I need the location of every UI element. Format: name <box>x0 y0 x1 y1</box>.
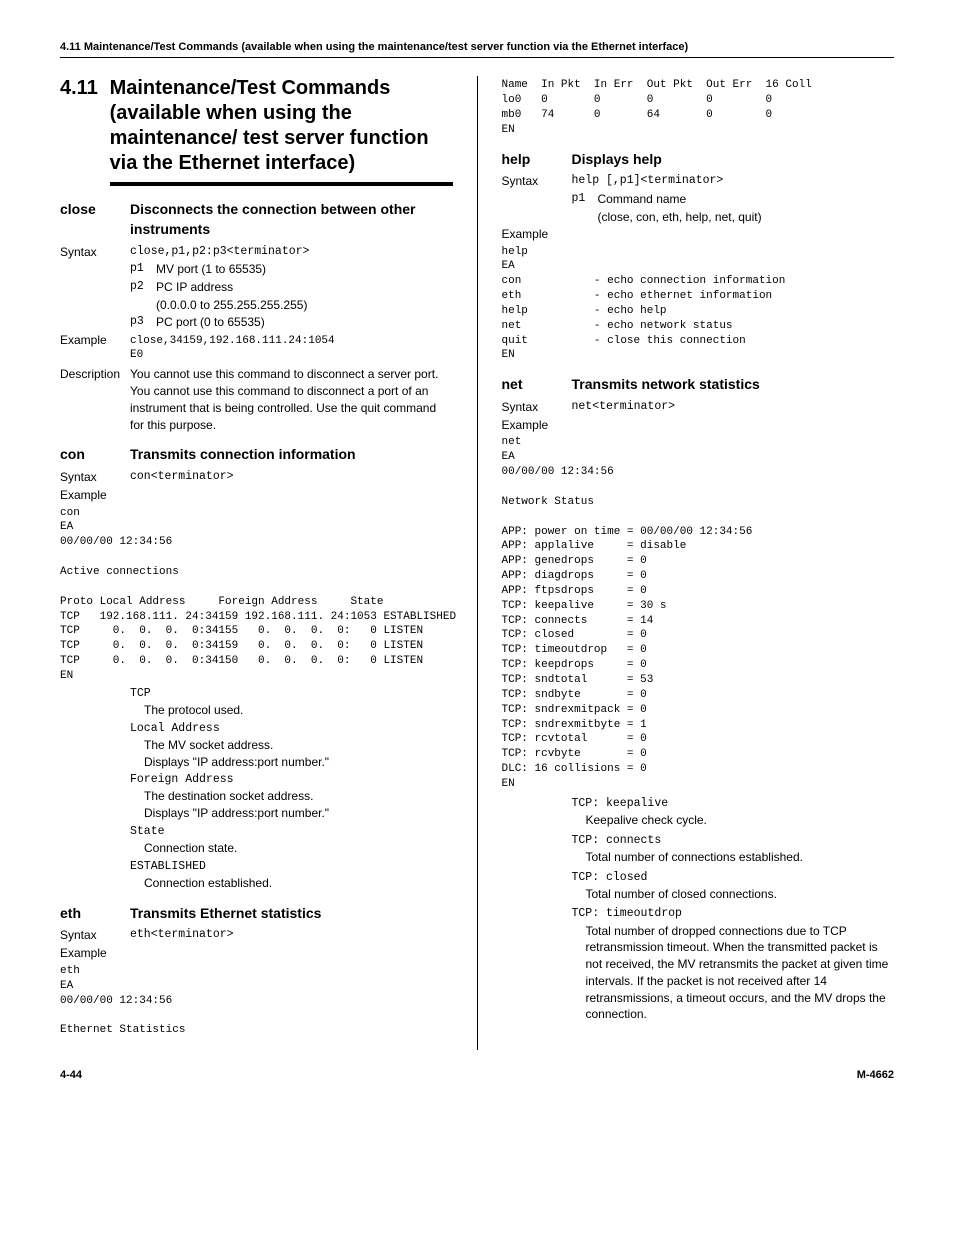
param-code: p1 <box>130 261 156 278</box>
left-column: 4.11 Maintenance/Test Commands (availabl… <box>60 76 453 1050</box>
example-text: con EA 00/00/00 12:34:56 Active connecti… <box>60 506 453 684</box>
example-text: net EA 00/00/00 12:34:56 Network Status … <box>502 435 895 791</box>
syntax-label: Syntax <box>60 927 130 944</box>
example-label: Example <box>502 417 572 434</box>
param-code: p2 <box>130 279 156 296</box>
param-sub: (close, con, eth, help, net, quit) <box>598 209 895 226</box>
cmd-name-eth: eth <box>60 904 130 924</box>
cmd-con: con Transmits connection information Syn… <box>60 445 453 891</box>
syntax-label: Syntax <box>60 244 130 261</box>
cmd-title-con: Transmits connection information <box>130 445 356 465</box>
term-def: Total number of connections established. <box>586 849 895 866</box>
example-label: Example <box>502 226 572 243</box>
section-title: 4.11 Maintenance/Test Commands (availabl… <box>60 76 453 176</box>
param-desc: MV port (1 to 65535) <box>156 261 453 278</box>
param-code: p1 <box>572 191 598 208</box>
running-header: 4.11 Maintenance/Test Commands (availabl… <box>60 40 894 58</box>
term: Local Address <box>130 721 453 737</box>
param-desc: PC port (0 to 65535) <box>156 314 453 331</box>
column-divider <box>477 76 478 1050</box>
page-number: 4-44 <box>60 1068 82 1083</box>
term: TCP: keepalive <box>572 796 895 812</box>
cmd-close: close Disconnects the connection between… <box>60 200 453 433</box>
right-column: Name In Pkt In Err Out Pkt Out Err 16 Co… <box>502 76 895 1050</box>
term-def: Connection state. <box>144 840 453 857</box>
param-desc: Command name <box>598 191 895 208</box>
cmd-name-close: close <box>60 200 130 220</box>
syntax-text: help [,p1]<terminator> <box>572 173 895 190</box>
syntax-text: net<terminator> <box>572 399 895 416</box>
cmd-title-help: Displays help <box>572 150 662 170</box>
syntax-label: Syntax <box>502 173 572 190</box>
syntax-label: Syntax <box>502 399 572 416</box>
cmd-net: net Transmits network statistics Syntax … <box>502 375 895 1023</box>
description-text: You cannot use this command to disconnec… <box>130 366 453 433</box>
section-number: 4.11 <box>60 76 104 101</box>
example-text: close,34159,192.168.111.24:1054 E0 <box>130 334 453 364</box>
cmd-name-net: net <box>502 375 572 395</box>
term: TCP: closed <box>572 870 895 886</box>
cmd-name-help: help <box>502 150 572 170</box>
term: TCP <box>130 686 453 702</box>
term: State <box>130 824 453 840</box>
term-def: Connection established. <box>144 875 453 892</box>
net-terms: TCP: keepalive Keepalive check cycle. TC… <box>572 796 895 1024</box>
param-code: p3 <box>130 314 156 331</box>
syntax-text: con<terminator> <box>130 469 453 486</box>
two-column-layout: 4.11 Maintenance/Test Commands (availabl… <box>60 76 894 1050</box>
eth-example-continued: Name In Pkt In Err Out Pkt Out Err 16 Co… <box>502 78 895 137</box>
term-def: Displays "IP address:port number." <box>144 805 453 822</box>
page: 4.11 Maintenance/Test Commands (availabl… <box>60 40 894 1084</box>
term: Foreign Address <box>130 772 453 788</box>
example-text: help EA con - echo connection informatio… <box>502 245 895 364</box>
doc-number: M-4662 <box>857 1068 894 1083</box>
term-def: Keepalive check cycle. <box>586 812 895 829</box>
section-rule <box>110 182 453 186</box>
cmd-title-net: Transmits network statistics <box>572 375 760 395</box>
term-def: The MV socket address. <box>144 737 453 754</box>
syntax-text: eth<terminator> <box>130 927 453 944</box>
example-text: eth EA 00/00/00 12:34:56 Ethernet Statis… <box>60 964 453 1038</box>
example-label: Example <box>60 945 130 962</box>
term-def: Total number of closed connections. <box>586 886 895 903</box>
cmd-eth: eth Transmits Ethernet statistics Syntax… <box>60 904 453 1038</box>
section-title-text: Maintenance/Test Commands (available whe… <box>110 76 453 176</box>
footer: 4-44 M-4662 <box>60 1068 894 1083</box>
cmd-title-close: Disconnects the connection between other… <box>130 200 453 239</box>
term: ESTABLISHED <box>130 859 453 875</box>
term: TCP: connects <box>572 833 895 849</box>
cmd-help: help Displays help Syntax help [,p1]<ter… <box>502 150 895 364</box>
term-def: Total number of dropped connections due … <box>586 923 895 1024</box>
syntax-text: close,p1,p2:p3<terminator> <box>130 244 453 261</box>
cmd-name-con: con <box>60 445 130 465</box>
param-sub: (0.0.0.0 to 255.255.255.255) <box>156 297 453 314</box>
description-label: Description <box>60 366 130 433</box>
syntax-label: Syntax <box>60 469 130 486</box>
term-def: Displays "IP address:port number." <box>144 754 453 771</box>
term-def: The destination socket address. <box>144 788 453 805</box>
param-desc: PC IP address <box>156 279 453 296</box>
example-label: Example <box>60 332 130 366</box>
example-label: Example <box>60 487 130 504</box>
cmd-title-eth: Transmits Ethernet statistics <box>130 904 321 924</box>
term: TCP: timeoutdrop <box>572 906 895 922</box>
term-def: The protocol used. <box>144 702 453 719</box>
